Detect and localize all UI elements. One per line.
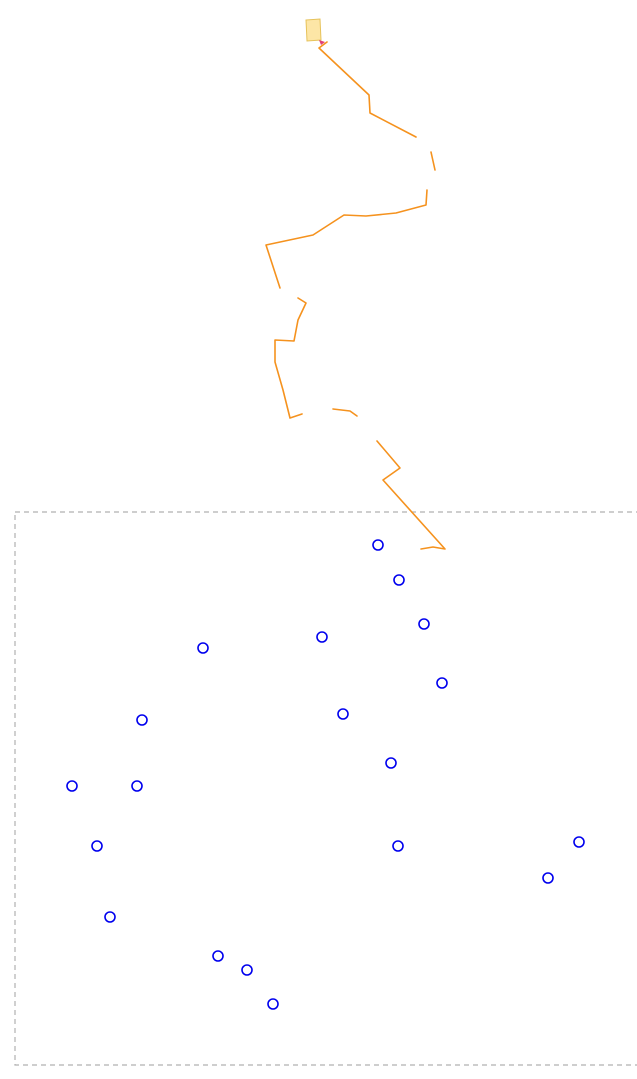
target-circle[interactable] <box>241 964 253 976</box>
target-circle[interactable] <box>418 618 430 630</box>
trajectory-segment <box>274 297 307 419</box>
trajectory-segment <box>376 440 446 550</box>
target-circle[interactable] <box>267 998 279 1010</box>
target-circle[interactable] <box>385 757 397 769</box>
target-circle[interactable] <box>337 708 349 720</box>
play-area-border <box>14 511 637 1066</box>
cursor-tip-icon <box>319 40 325 45</box>
target-circle[interactable] <box>436 677 448 689</box>
trajectory-segment <box>265 189 428 289</box>
target-circle[interactable] <box>104 911 116 923</box>
start-marker-icon <box>305 18 322 42</box>
target-circle[interactable] <box>393 574 405 586</box>
trajectory-segment <box>318 41 417 138</box>
target-circle[interactable] <box>212 950 224 962</box>
target-circle[interactable] <box>392 840 404 852</box>
target-circle[interactable] <box>131 780 143 792</box>
target-circle[interactable] <box>197 642 209 654</box>
cursor-trajectory <box>265 41 446 550</box>
targets-layer <box>66 539 585 1010</box>
target-circle[interactable] <box>66 780 78 792</box>
target-circle[interactable] <box>316 631 328 643</box>
target-circle[interactable] <box>91 840 103 852</box>
trajectory-segment <box>430 151 436 171</box>
trajectory-segment <box>332 408 358 417</box>
target-circle[interactable] <box>136 714 148 726</box>
target-circle[interactable] <box>573 836 585 848</box>
target-circle[interactable] <box>542 872 554 884</box>
target-circle[interactable] <box>372 539 384 551</box>
